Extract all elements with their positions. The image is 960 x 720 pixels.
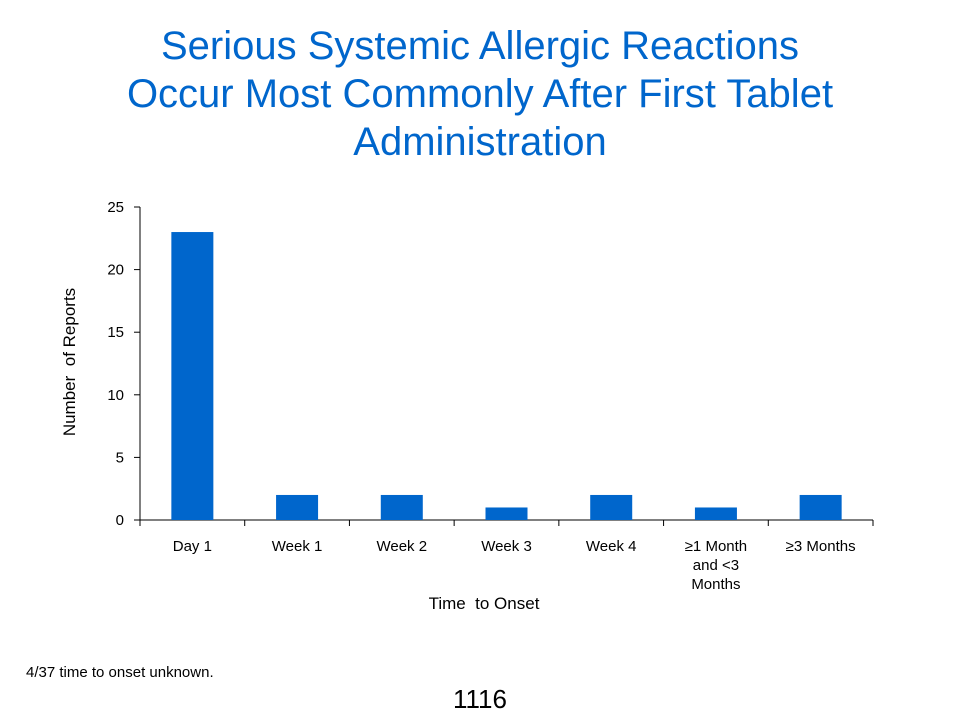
y-axis-title: Number of Reports	[60, 288, 79, 436]
bar	[485, 507, 528, 520]
bar	[590, 494, 633, 520]
y-tick-label: 10	[107, 387, 124, 404]
y-tick-label: 15	[107, 324, 124, 341]
x-tick-label-line: Week 2	[376, 538, 427, 555]
x-tick-label: Week 1	[272, 538, 323, 555]
bar	[171, 232, 214, 521]
y-tick-label: 20	[107, 262, 124, 279]
x-tick-label: Week 4	[586, 538, 637, 555]
x-axis-title: Time to Onset	[429, 594, 540, 613]
y-tick-label: 25	[107, 199, 124, 216]
bar	[380, 494, 423, 520]
x-tick-label-line: ≥1 Month	[685, 538, 747, 555]
x-tick-label-line: Day 1	[173, 538, 212, 555]
x-tick-label-line: Week 1	[272, 538, 323, 555]
x-tick-label: ≥1 Month and <3 Months	[685, 538, 747, 593]
x-tick-label: Week 2	[376, 538, 427, 555]
footnote: 4/37 time to onset unknown.	[26, 664, 214, 681]
bar	[694, 507, 737, 520]
slide-title: Serious Systemic Allergic Reactions Occu…	[20, 22, 940, 166]
title-line-3: Administration	[353, 120, 607, 164]
bar	[276, 494, 319, 520]
x-tick-label: ≥3 Months	[786, 538, 856, 555]
x-tick-label-line: Week 3	[481, 538, 532, 555]
x-tick-label: Day 1	[173, 538, 212, 555]
x-tick-label-line: Week 4	[586, 538, 637, 555]
x-tick-label-line: and <3	[693, 557, 739, 574]
bar	[799, 494, 842, 520]
y-tick-label: 5	[116, 449, 124, 466]
x-tick-label-line: Months	[691, 576, 740, 593]
title-line-2: Occur Most Commonly After First Tablet	[126, 72, 834, 116]
x-tick-label-line: ≥3 Months	[786, 538, 856, 555]
title-line-1: Serious Systemic Allergic Reactions	[160, 24, 800, 68]
slide-number: 1116	[453, 684, 507, 714]
x-tick-label: Week 3	[481, 538, 532, 555]
y-tick-label: 0	[116, 512, 124, 529]
